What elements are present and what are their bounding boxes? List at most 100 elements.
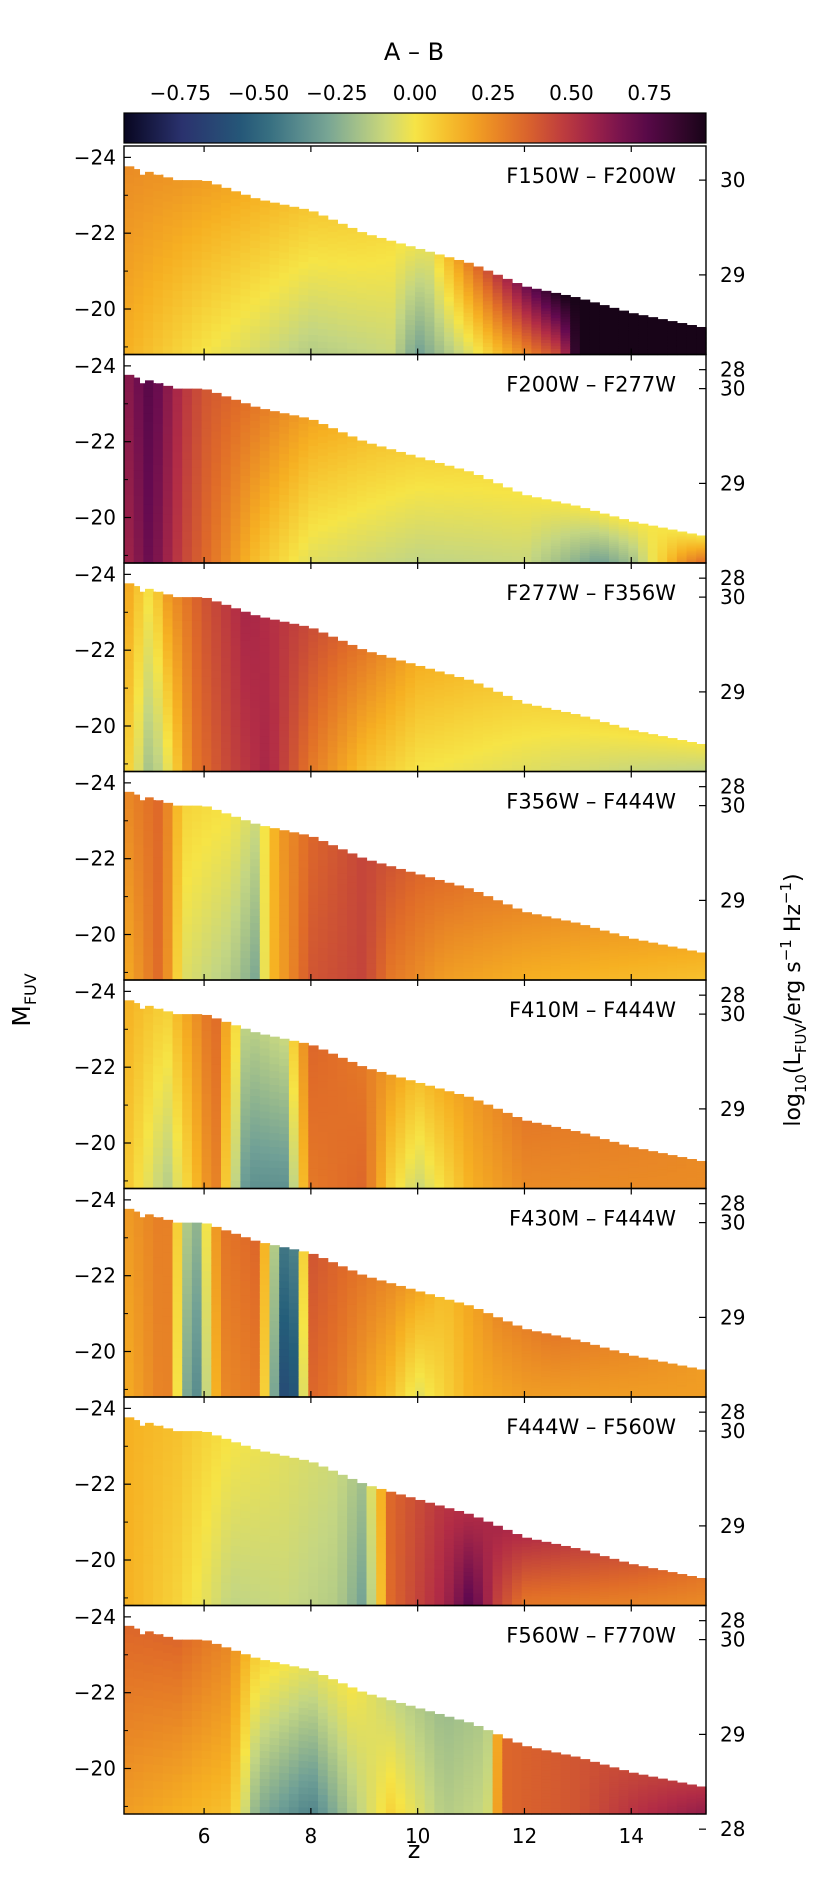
heatmap-cell [482,498,494,503]
heatmap-cell [288,677,300,685]
heatmap-cell [521,342,532,346]
heatmap-cell [453,468,465,474]
heatmap-cell [492,350,503,356]
heatmap-cell [153,648,164,658]
heatmap-cell [366,481,377,488]
heatmap-cell [230,950,241,959]
heatmap-cell [318,853,329,861]
heatmap-cell [444,957,455,963]
heatmap-cell [298,933,309,941]
heatmap-cell [211,624,222,633]
heatmap-cell [124,277,135,287]
heatmap-cell [337,515,348,523]
heatmap-cell [647,529,659,532]
heatmap-cell [211,949,222,958]
heatmap-cell [288,294,300,302]
heatmap-cell [512,765,523,769]
heatmap-cell [415,524,426,531]
heatmap-cell [347,748,358,755]
heatmap-cell [444,514,455,520]
heatmap-cell [259,298,271,307]
heatmap-cell [589,728,600,732]
heatmap-cell [162,650,174,660]
heatmap-cell [143,671,154,681]
heatmap-cell [366,343,377,350]
heatmap-cell [259,861,271,869]
heatmap-cell [424,909,435,916]
heatmap-cell [531,342,542,347]
heatmap-cell [172,515,183,524]
heatmap-cell [201,523,212,533]
heatmap-cell [560,530,571,534]
heatmap-cell [221,309,232,318]
heatmap-cell [133,261,144,271]
heatmap-cell [521,308,532,312]
heatmap-cell [298,847,309,855]
heatmap-cell [211,439,222,448]
heatmap-cell [250,326,261,334]
heatmap-cell [211,539,222,549]
heatmap-cell [221,502,232,511]
heatmap-cell [589,520,600,524]
heatmap-cell [444,319,455,325]
heatmap-cell [327,225,338,233]
heatmap-cell [541,554,552,558]
heatmap-cell [502,750,513,755]
heatmap-cell [599,309,610,313]
heatmap-cell [327,918,338,926]
heatmap-cell [347,476,358,484]
heatmap-cell [201,499,212,509]
heatmap-cell [376,713,387,720]
heatmap-cell [463,304,474,310]
heatmap-cell [589,510,600,514]
heatmap-cell [201,724,212,733]
heatmap-cell [463,537,474,543]
heatmap-cell [521,753,532,757]
heatmap-cell [473,719,484,725]
heatmap-cell [172,684,183,693]
heatmap-cell [385,735,397,742]
heatmap-cell [221,612,232,621]
heatmap-cell [531,497,542,501]
heatmap-cell [221,665,232,674]
heatmap-cell [133,636,144,646]
heatmap-cell [250,198,261,206]
heatmap-cell [502,542,513,547]
heatmap-cell [347,545,358,553]
heatmap-cell [347,528,358,535]
heatmap-cell [434,952,445,958]
heatmap-cell [327,238,338,245]
heatmap-cell [298,940,309,948]
heatmap-cell [172,876,183,886]
heatmap-cell [376,868,387,875]
heatmap-cell [143,813,154,823]
heatmap-cell [211,284,222,294]
heatmap-cell [356,654,368,661]
heatmap-cell [512,934,523,939]
heatmap-cell [288,899,300,907]
heatmap-cell [327,483,338,491]
heatmap-cell [318,923,329,931]
heatmap-cell [366,443,377,450]
heatmap-cell [657,750,668,753]
heatmap-cell [201,877,212,886]
heatmap-cell [395,929,406,936]
heatmap-cell [201,421,212,430]
heatmap-cell [279,440,290,448]
heatmap-cell [269,285,280,293]
heatmap-cell [657,760,668,763]
heatmap-cell [415,340,426,346]
heatmap-cell [259,521,271,529]
heatmap-cell [250,276,261,285]
heatmap-cell [162,915,174,925]
heatmap-cell [279,676,290,684]
heatmap-cell [395,467,406,473]
heatmap-cell [133,929,144,939]
heatmap-cell [628,521,639,525]
heatmap-cell [269,730,280,738]
heatmap-cell [143,271,154,281]
heatmap-cell [599,554,610,557]
heatmap-cell [356,243,368,250]
heatmap-cell [124,226,135,236]
heatmap-cell [356,440,368,447]
